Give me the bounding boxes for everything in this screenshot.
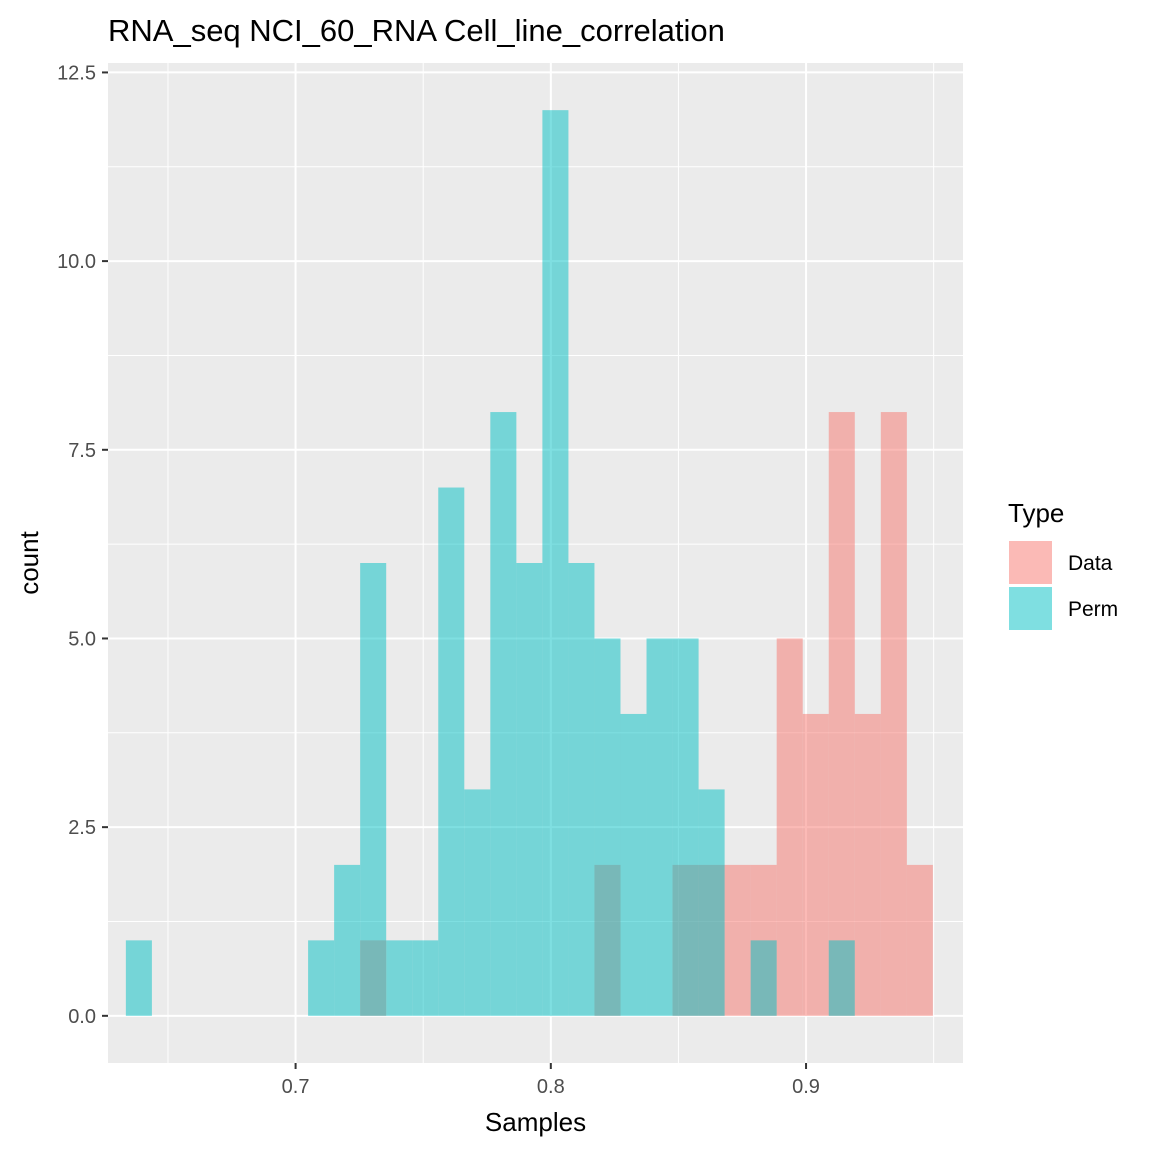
bar-perm [308, 940, 335, 1016]
x-axis-title: Samples [485, 1107, 586, 1137]
y-axis-ticks: 0.0 2.5 5.0 7.5 10.0 12.5 [57, 62, 108, 1028]
bars-layer [125, 110, 933, 1016]
y-axis-title: count [14, 530, 44, 594]
bar-perm [360, 563, 387, 1016]
bar-perm [698, 789, 725, 1016]
bar-perm [542, 110, 569, 1016]
y-tick-label: 7.5 [68, 440, 96, 462]
legend: Type Data Perm [1008, 498, 1118, 631]
bar-data [906, 864, 933, 1016]
bar-data [724, 864, 751, 1016]
bar-data [854, 713, 881, 1016]
chart-title: RNA_seq NCI_60_RNA Cell_line_correlation [108, 13, 725, 48]
legend-title: Type [1008, 498, 1064, 528]
legend-key-data [1009, 541, 1052, 584]
y-tick-label: 2.5 [68, 817, 96, 839]
legend-items: Data Perm [1008, 540, 1118, 631]
y-tick-label: 12.5 [57, 62, 96, 84]
bar-perm [750, 940, 777, 1016]
bar-perm [568, 563, 595, 1016]
legend-label-perm: Perm [1068, 598, 1118, 621]
legend-key-perm [1009, 587, 1052, 630]
bar-perm [620, 713, 647, 1016]
x-tick-label: 0.9 [792, 1076, 820, 1098]
bar-perm [828, 940, 855, 1016]
y-tick-label: 5.0 [68, 628, 96, 650]
bar-perm [125, 940, 152, 1016]
bar-perm [490, 412, 517, 1016]
bar-perm [672, 638, 699, 1016]
bar-perm [438, 487, 465, 1016]
bar-perm [386, 940, 413, 1016]
y-tick-label: 10.0 [57, 251, 96, 273]
bar-perm [464, 789, 491, 1016]
y-tick-label: 0.0 [68, 1006, 96, 1028]
bar-data [776, 638, 803, 1016]
bar-data [828, 412, 855, 1016]
bar-perm [594, 638, 621, 1016]
bar-data [802, 713, 829, 1016]
x-tick-label: 0.7 [282, 1076, 310, 1098]
bar-perm [412, 940, 439, 1016]
x-tick-label: 0.8 [537, 1076, 565, 1098]
bar-perm [516, 563, 543, 1016]
legend-label-data: Data [1068, 552, 1113, 575]
bar-perm [646, 638, 673, 1016]
x-axis-ticks: 0.7 0.8 0.9 [282, 1063, 820, 1098]
bar-data [880, 412, 907, 1016]
bar-perm [334, 864, 361, 1016]
